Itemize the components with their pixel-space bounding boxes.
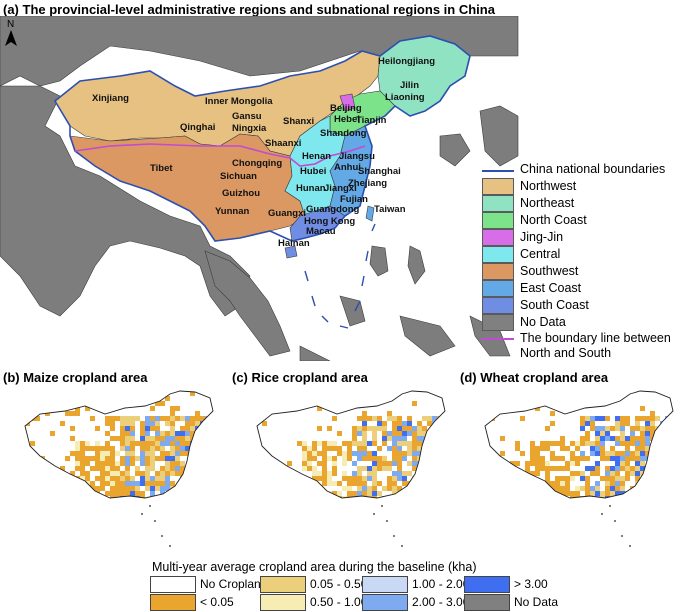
- bottom-legend-title: Multi-year average cropland area during …: [152, 560, 477, 574]
- north-south-line: [74, 143, 366, 167]
- bottom-legend-swatch: [260, 576, 306, 593]
- wheat-map: [484, 390, 674, 547]
- panel-b-title: (b) Maize cropland area: [3, 370, 148, 385]
- legend-label: Jing-Jin: [520, 230, 564, 244]
- legend-label: Central: [520, 247, 561, 261]
- bottom-legend-label: 0.50 - 1.00: [310, 595, 368, 609]
- legend-boundary-label: China national boundaries: [520, 162, 666, 176]
- bottom-legend-swatch: [464, 594, 510, 611]
- province-label: Qinghai: [180, 122, 215, 133]
- sea-dashes: [304, 223, 376, 329]
- legend-label: Northwest: [520, 179, 577, 193]
- china-boundary: [53, 35, 471, 242]
- province-label: Gansu: [232, 111, 262, 122]
- province-label: Shandong: [320, 128, 367, 139]
- province-label: Hebei: [334, 114, 360, 125]
- province-label: Sichuan: [220, 171, 257, 182]
- province-label: Guangxi: [268, 208, 306, 219]
- legend-swatch: [482, 212, 514, 229]
- province-label: Jilin: [400, 80, 419, 91]
- neighbor-land: [0, 16, 519, 361]
- province-label: Inner Mongolia: [205, 96, 273, 107]
- bottom-legend-label: 0.05 - 0.50: [310, 577, 368, 591]
- province-label: Hubei: [300, 166, 326, 177]
- province-label: Shanxi: [283, 116, 314, 127]
- province-label: Hainan: [278, 238, 310, 249]
- bottom-legend-label: No Data: [514, 595, 559, 609]
- legend-swatch: [482, 229, 514, 246]
- province-label: Heilongjiang: [378, 56, 435, 67]
- province-label: Taiwan: [374, 204, 406, 215]
- small-maps: [24, 390, 674, 547]
- legend-swatch: [482, 178, 514, 195]
- legend-swatch: [482, 314, 514, 331]
- province-label: Hunan: [296, 183, 326, 194]
- province-label: Ningxia: [232, 123, 267, 134]
- bottom-legend-swatch: [150, 576, 196, 593]
- main-title: (a) The provincial-level administrative …: [3, 2, 495, 17]
- region-jing-jin: [339, 93, 356, 112]
- province-label: Jiangxi: [324, 183, 357, 194]
- legend-swatch: [482, 297, 514, 314]
- bottom-legend-label: 1.00 - 2.00: [412, 577, 470, 591]
- province-label: Yunnan: [215, 206, 250, 217]
- province-label: Macau: [306, 226, 336, 237]
- province-label: Chongqing: [232, 158, 282, 169]
- province-label: Shaanxi: [265, 138, 301, 149]
- province-label: Beijing: [330, 103, 362, 114]
- china-regions: [54, 35, 471, 259]
- maize-map: [24, 390, 214, 547]
- bottom-legend-swatch: [464, 576, 510, 593]
- panel-d-title: (d) Wheat cropland area: [460, 370, 609, 385]
- legend-swatch: [482, 246, 514, 263]
- province-label: Zhejiang: [348, 178, 387, 189]
- legend-label: No Data: [520, 315, 566, 329]
- province-label: Liaoning: [385, 92, 425, 103]
- legend-label: East Coast: [520, 281, 582, 295]
- province-label: Anhui: [334, 162, 361, 173]
- province-label: Shanghai: [358, 166, 401, 177]
- bottom-legend-swatch: [260, 594, 306, 611]
- legend-swatch: [482, 280, 514, 297]
- bottom-legend-label: 2.00 - 3.00: [412, 595, 470, 609]
- legend-swatch: [482, 195, 514, 212]
- legend-label: North Coast: [520, 213, 587, 227]
- legend-ns-line-1: The boundary line between: [520, 331, 671, 345]
- legend-a: China national boundaries Northwest North…: [482, 160, 682, 360]
- legend-label: Southwest: [520, 264, 579, 278]
- province-label: Jiangsu: [339, 151, 375, 162]
- legend-label: Northeast: [520, 196, 575, 210]
- bottom-legend-swatch: [150, 594, 196, 611]
- bottom-legend-label: < 0.05: [200, 595, 234, 609]
- panel-c-title: (c) Rice cropland area: [232, 370, 368, 385]
- bottom-legend-swatch: [362, 576, 408, 593]
- province-label: Tibet: [150, 163, 173, 174]
- province-label: Guizhou: [222, 188, 260, 199]
- province-label: Hong Kong: [304, 216, 355, 227]
- legend-ns-line-2: North and South: [520, 346, 612, 360]
- legend-swatch: [482, 263, 514, 280]
- province-label: Xinjiang: [92, 93, 129, 104]
- ns-line-swatch: [482, 338, 514, 340]
- rice-map: [256, 390, 446, 547]
- province-label: Fujian: [340, 194, 368, 205]
- province-label: Guangdong: [306, 204, 359, 215]
- north-arrow-icon: N: [5, 19, 17, 46]
- province-label: Henan: [302, 151, 331, 162]
- bottom-legend-swatch: [362, 594, 408, 611]
- bottom-legend-label: No Cropland: [200, 577, 268, 591]
- bottom-legend-label: > 3.00: [514, 577, 548, 591]
- svg-text:N: N: [7, 19, 14, 30]
- legend-label: South Coast: [520, 298, 589, 312]
- boundary-line-swatch: [482, 170, 514, 172]
- province-label: Tianjin: [356, 115, 387, 126]
